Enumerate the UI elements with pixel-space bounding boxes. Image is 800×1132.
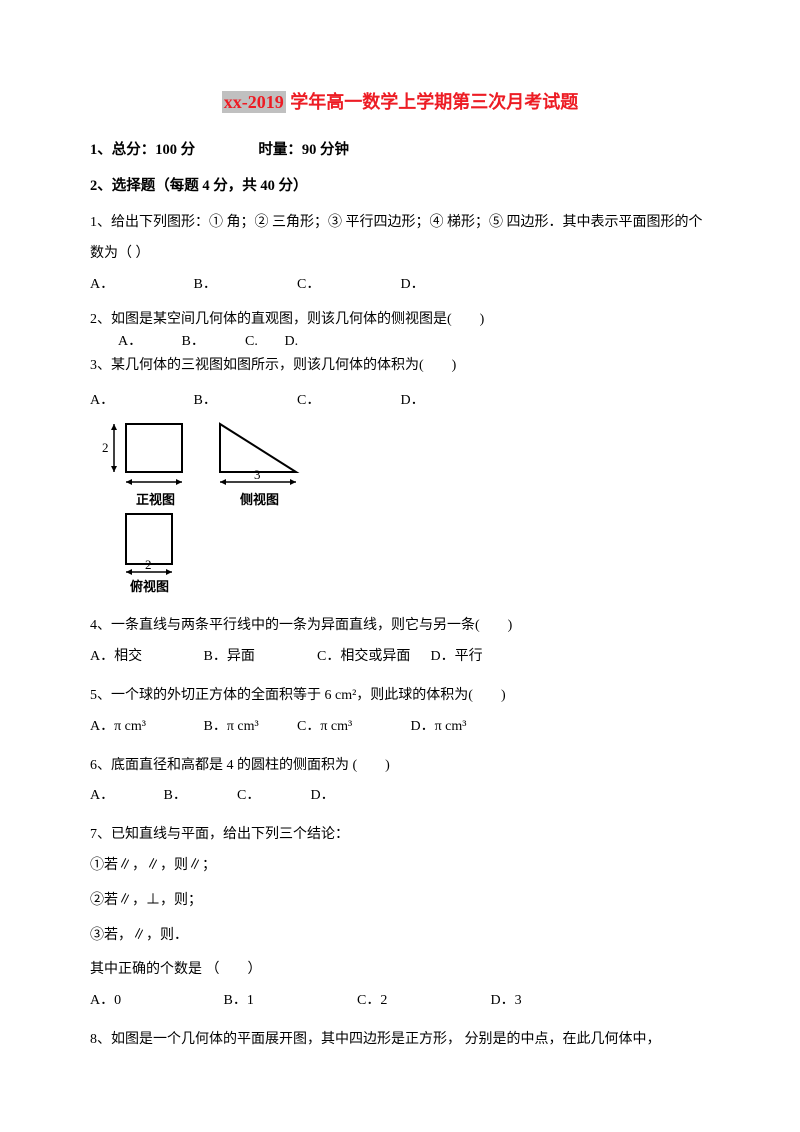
question-7: 7、已知直线与平面，给出下列三个结论： ①若∥，∥，则∥； ②若∥，⊥，则； ③… [90, 820, 710, 1017]
meta-score: 100 分 [155, 142, 195, 158]
q1-opt-d: D． [401, 270, 501, 301]
q5-opt-b: B．π cm³ [204, 712, 294, 743]
meta-score-label: 1、总分： [90, 142, 155, 158]
q5-opt-a: A．π cm³ [90, 712, 200, 743]
q7-tail: 其中正确的个数是 （ ） [90, 955, 710, 986]
question-8: 8、如图是一个几何体的平面展开图，其中四边形是正方形， 分别是的中点，在此几何体… [90, 1025, 710, 1056]
q3-opt-b: B． [194, 388, 294, 415]
q3-diagram: 2 正视图 3 侧视图 2 俯视图 [90, 418, 710, 593]
three-view-diagram: 2 正视图 3 侧视图 2 俯视图 [90, 418, 350, 593]
question-1: 1、给出下列图形：① 角；② 三角形；③ 平行四边形；④ 梯形；⑤ 四边形．其中… [90, 208, 710, 300]
title-rest: 学年高一数学上学期第三次月考试题 [286, 92, 579, 112]
q5-opt-d: D．π cm³ [411, 712, 521, 743]
front-h-label: 2 [102, 440, 109, 455]
q2-options: A． B． C. D. [90, 331, 710, 353]
q2-text: 2、如图是某空间几何体的直观图，则该几何体的侧视图是( ) [90, 309, 710, 331]
q6-opt-a: A． [90, 781, 160, 812]
q3-text: 3、某几何体的三视图如图所示，则该几何体的体积为( ) [90, 355, 710, 377]
top-w-label: 2 [145, 557, 152, 572]
q1-opt-b: B． [194, 270, 294, 301]
q6-opt-b: B． [164, 781, 234, 812]
question-2: 2、如图是某空间几何体的直观图，则该几何体的侧视图是( ) A． B． C. D… [90, 309, 710, 354]
q1-opt-a: A． [90, 270, 190, 301]
q2-opt-d: D. [285, 331, 321, 353]
q7-opt-d: D．3 [491, 986, 621, 1017]
q5-text: 5、一个球的外切正方体的全面积等于 6 cm²，则此球的体积为( ) [90, 681, 710, 712]
q2-opt-b: B． [182, 331, 242, 353]
front-view-label: 正视图 [136, 492, 175, 507]
q5-options: A．π cm³ B．π cm³ C．π cm³ D．π cm³ [90, 712, 710, 743]
question-4: 4、一条直线与两条平行线中的一条为异面直线，则它与另一条( ) A．相交 B．异… [90, 611, 710, 673]
page-title: xx-2019 学年高一数学上学期第三次月考试题 [90, 85, 710, 119]
side-w-label: 3 [254, 467, 261, 482]
q1-options: A． B． C． D． [90, 270, 710, 301]
q7-opt-b: B．1 [224, 986, 354, 1017]
q3-opt-c: C． [297, 388, 397, 415]
q4-options: A．相交 B．异面 C．相交或异面 D．平行 [90, 642, 710, 673]
q7-line2: ②若∥，⊥，则； [90, 886, 710, 917]
q4-opt-a: A．相交 [90, 642, 200, 673]
q7-text: 7、已知直线与平面，给出下列三个结论： [90, 820, 710, 851]
meta-time: 90 分钟 [302, 142, 349, 158]
question-6: 6、底面直径和高都是 4 的圆柱的侧面积为 ( ) A． B． C． D． [90, 751, 710, 813]
q7-opt-c: C．2 [357, 986, 487, 1017]
top-view-label: 俯视图 [130, 579, 169, 593]
q5-opt-c: C．π cm³ [297, 712, 407, 743]
q4-opt-d: D．平行 [431, 642, 541, 673]
q4-opt-b: B．异面 [204, 642, 314, 673]
q7-options: A．0 B．1 C．2 D．3 [90, 986, 710, 1017]
q3-opt-a: A． [90, 388, 190, 415]
q7-line3: ③若，∥，则． [90, 921, 710, 952]
side-view-label: 侧视图 [240, 492, 279, 507]
q6-options: A． B． C． D． [90, 781, 710, 812]
meta-line: 1、总分：100 分 时量：90 分钟 [90, 137, 710, 165]
title-prefix: xx-2019 [222, 91, 286, 113]
q6-text: 6、底面直径和高都是 4 的圆柱的侧面积为 ( ) [90, 751, 710, 782]
q2-opt-a: A． [118, 331, 178, 353]
q3-opt-d: D． [401, 388, 501, 415]
question-3: 3、某几何体的三视图如图所示，则该几何体的体积为( ) [90, 355, 710, 377]
q7-line1: ①若∥，∥，则∥； [90, 851, 710, 882]
meta-time-label: 时量： [258, 142, 302, 158]
q1-text: 1、给出下列图形：① 角；② 三角形；③ 平行四边形；④ 梯形；⑤ 四边形．其中… [90, 208, 710, 270]
q1-opt-c: C． [297, 270, 397, 301]
q4-text: 4、一条直线与两条平行线中的一条为异面直线，则它与另一条( ) [90, 611, 710, 642]
q2-opt-c: C. [245, 331, 281, 353]
question-5: 5、一个球的外切正方体的全面积等于 6 cm²，则此球的体积为( ) A．π c… [90, 681, 710, 743]
q6-opt-d: D． [311, 781, 381, 812]
q7-opt-a: A．0 [90, 986, 220, 1017]
section-heading: 2、选择题（每题 4 分，共 40 分） [90, 173, 710, 201]
q6-opt-c: C． [237, 781, 307, 812]
q8-text: 8、如图是一个几何体的平面展开图，其中四边形是正方形， 分别是的中点，在此几何体… [90, 1025, 710, 1056]
q3-options: A． B． C． D． [90, 388, 710, 415]
q4-opt-c: C．相交或异面 [317, 642, 427, 673]
